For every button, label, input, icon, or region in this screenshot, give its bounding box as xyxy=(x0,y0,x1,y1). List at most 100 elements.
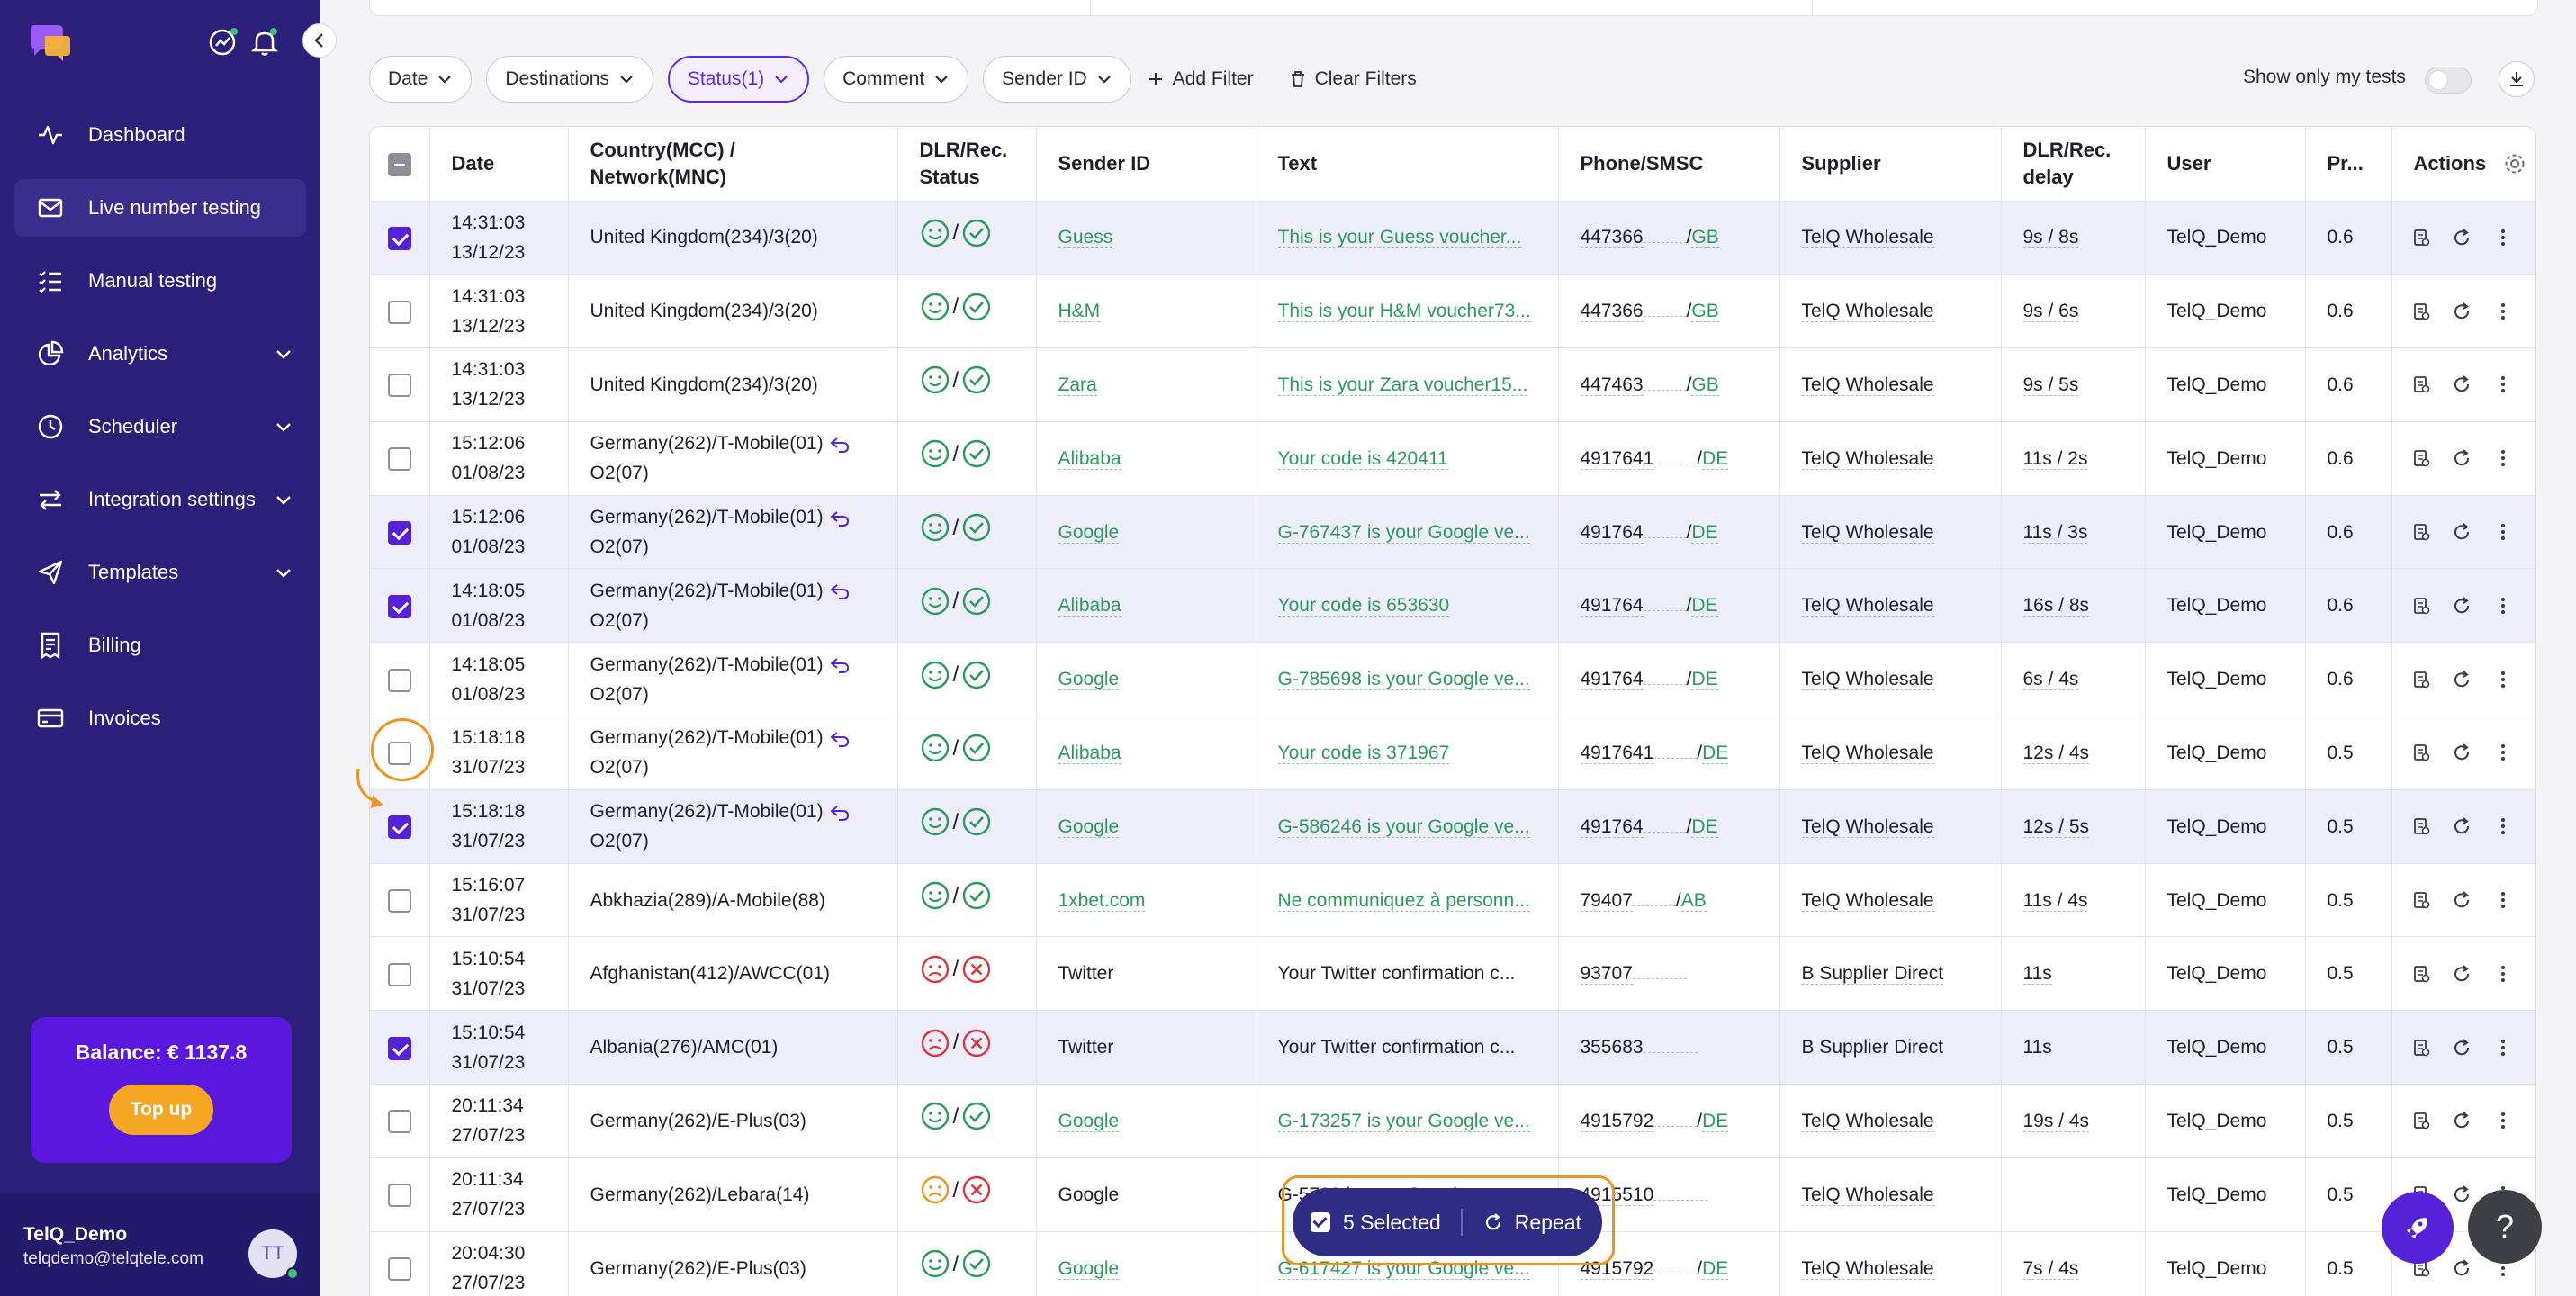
refresh-icon[interactable] xyxy=(2451,595,2472,616)
country-code-value[interactable]: GB xyxy=(1691,301,1719,323)
country-code-value[interactable]: AB xyxy=(1680,889,1707,912)
country-code-value[interactable]: DE xyxy=(1702,1257,1729,1280)
cell-text[interactable]: Your code is 653630 xyxy=(1256,568,1559,644)
column-header-text[interactable]: Text xyxy=(1256,127,1559,202)
more-vertical-icon[interactable] xyxy=(2492,889,2514,911)
user-profile[interactable]: TelQ_Demo telqdemo@telqtele.com TT xyxy=(0,1193,320,1296)
filter-sender-id[interactable]: Sender ID xyxy=(983,56,1131,103)
row-checkbox[interactable] xyxy=(387,1257,411,1281)
table-row[interactable]: 15:18:18 31/07/23 Germany(262)/T-Mobile(01… xyxy=(370,716,2535,790)
column-header-user[interactable]: User xyxy=(2145,127,2306,202)
refresh-icon[interactable] xyxy=(2451,1110,2472,1131)
row-checkbox[interactable] xyxy=(387,1110,411,1134)
sidebar-item-scheduler[interactable]: Scheduler xyxy=(14,398,306,455)
more-vertical-icon[interactable] xyxy=(2492,595,2514,616)
country-code-value[interactable]: GB xyxy=(1691,374,1719,396)
download-button[interactable] xyxy=(2499,61,2535,97)
copy-document-icon[interactable] xyxy=(2410,1037,2432,1058)
row-checkbox[interactable] xyxy=(387,594,411,618)
table-row[interactable]: 14:31:03 13/12/23 United Kingdom(234)/3(20… xyxy=(370,201,2535,275)
copy-document-icon[interactable] xyxy=(2410,963,2432,985)
country-code-value[interactable]: DE xyxy=(1702,742,1729,764)
table-row[interactable]: 15:12:06 01/08/23 Germany(262)/T-Mobile(01… xyxy=(370,495,2535,570)
table-row[interactable]: 15:18:18 31/07/23 Germany(262)/T-Mobile(01… xyxy=(370,789,2535,864)
table-row[interactable]: 14:31:03 13/12/23 United Kingdom(234)/3(20… xyxy=(370,347,2535,422)
select-all-checkbox[interactable] xyxy=(387,152,411,176)
row-checkbox[interactable] xyxy=(387,300,411,324)
copy-document-icon[interactable] xyxy=(2410,889,2432,911)
cell-sender-id[interactable]: Google xyxy=(1036,642,1256,717)
refresh-icon[interactable] xyxy=(2451,889,2472,911)
refresh-icon[interactable] xyxy=(2451,963,2472,985)
filter-date[interactable]: Date xyxy=(369,56,473,103)
refresh-icon[interactable] xyxy=(2451,521,2472,543)
row-checkbox[interactable] xyxy=(387,521,411,545)
copy-document-icon[interactable] xyxy=(2410,1110,2432,1131)
copy-document-icon[interactable] xyxy=(2410,301,2432,322)
copy-document-icon[interactable] xyxy=(2410,742,2432,763)
cell-sender-id[interactable]: Guess xyxy=(1036,201,1256,275)
table-row[interactable]: 14:31:03 13/12/23 United Kingdom(234)/3(20… xyxy=(370,274,2535,349)
cell-sender-id[interactable]: Google xyxy=(1036,1231,1256,1296)
refresh-icon[interactable] xyxy=(2451,301,2472,322)
cell-sender-id[interactable]: Alibaba xyxy=(1036,421,1256,496)
copy-document-icon[interactable] xyxy=(2410,374,2432,395)
column-header-country[interactable]: Country(MCC) / Network(MNC) xyxy=(568,127,898,202)
clear-filters-button[interactable]: Clear Filters xyxy=(1288,68,1417,90)
row-checkbox[interactable] xyxy=(387,962,411,986)
row-checkbox[interactable] xyxy=(387,374,411,398)
copy-document-icon[interactable] xyxy=(2410,447,2432,469)
country-code-value[interactable]: DE xyxy=(1691,815,1718,838)
cell-text[interactable]: This is your Zara voucher15... xyxy=(1256,347,1559,422)
top-up-button[interactable]: Top up xyxy=(109,1084,213,1135)
row-checkbox[interactable] xyxy=(387,1184,411,1208)
more-vertical-icon[interactable] xyxy=(2492,447,2514,469)
more-vertical-icon[interactable] xyxy=(2492,521,2514,543)
sidebar-item-templates[interactable]: Templates xyxy=(14,544,306,601)
cell-text[interactable]: G-785698 is your Google ve... xyxy=(1256,642,1559,717)
table-row[interactable]: 14:18:05 01/08/23 Germany(262)/T-Mobile(01… xyxy=(370,568,2535,644)
row-checkbox[interactable] xyxy=(387,815,411,840)
cell-sender-id[interactable]: Google xyxy=(1036,1084,1256,1158)
sidebar-item-invoices[interactable]: Invoices xyxy=(14,689,306,747)
filter-destinations[interactable]: Destinations xyxy=(486,56,653,103)
column-header-dlr-status[interactable]: DLR/Rec. Status xyxy=(897,127,1037,202)
refresh-icon[interactable] xyxy=(2451,669,2472,690)
country-code-value[interactable]: DE xyxy=(1691,595,1718,617)
country-code-value[interactable]: DE xyxy=(1691,521,1718,544)
cell-text[interactable]: This is your Guess voucher... xyxy=(1256,201,1559,275)
help-button[interactable]: ? xyxy=(2468,1190,2542,1264)
table-row[interactable]: 15:10:54 31/07/23 Albania(276)/AMC(01) / Twi… xyxy=(370,1010,2535,1085)
cell-text[interactable]: G-767437 is your Google ve... xyxy=(1256,495,1559,570)
more-vertical-icon[interactable] xyxy=(2492,301,2514,322)
column-header-delay[interactable]: DLR/Rec. delay xyxy=(2001,127,2146,202)
table-row[interactable]: 20:11:34 27/07/23 Germany(262)/E-Plus(03) /… xyxy=(370,1084,2535,1158)
refresh-icon[interactable] xyxy=(2451,374,2472,395)
sidebar-item-billing[interactable]: Billing xyxy=(14,616,306,674)
cell-text[interactable]: Your Twitter confirmation c... xyxy=(1256,1010,1559,1085)
show-only-my-tests-toggle[interactable] xyxy=(2425,67,2472,94)
row-checkbox[interactable] xyxy=(387,447,411,472)
refresh-icon[interactable] xyxy=(2451,227,2472,248)
more-vertical-icon[interactable] xyxy=(2492,742,2514,763)
cell-sender-id[interactable]: H&M xyxy=(1036,274,1256,349)
cell-sender-id[interactable]: Google xyxy=(1036,495,1256,570)
copy-document-icon[interactable] xyxy=(2410,227,2432,248)
country-code-value[interactable]: DE xyxy=(1702,1110,1729,1132)
table-row[interactable]: 15:12:06 01/08/23 Germany(262)/T-Mobile(01… xyxy=(370,421,2535,496)
row-checkbox[interactable] xyxy=(387,1036,411,1060)
cell-sender-id[interactable]: Alibaba xyxy=(1036,568,1256,644)
cell-text[interactable]: Ne communiquez à personn... xyxy=(1256,863,1559,938)
copy-document-icon[interactable] xyxy=(2410,521,2432,543)
add-filter-button[interactable]: Add Filter xyxy=(1146,68,1254,90)
country-code-value[interactable]: GB xyxy=(1691,227,1719,249)
table-row[interactable]: 15:10:54 31/07/23 Afghanistan(412)/AWCC(01… xyxy=(370,936,2535,1012)
row-checkbox[interactable] xyxy=(387,889,411,914)
sidebar-item-dashboard[interactable]: Dashboard xyxy=(14,106,306,164)
country-code-value[interactable]: DE xyxy=(1702,447,1729,470)
sidebar-item-manual-testing[interactable]: Manual testing xyxy=(14,252,306,310)
filter-comment[interactable]: Comment xyxy=(824,56,969,103)
collapse-sidebar-button[interactable] xyxy=(302,23,337,58)
cell-text[interactable]: G-586246 is your Google ve... xyxy=(1256,789,1559,864)
sidebar-item-live-number-testing[interactable]: Live number testing xyxy=(14,179,306,237)
